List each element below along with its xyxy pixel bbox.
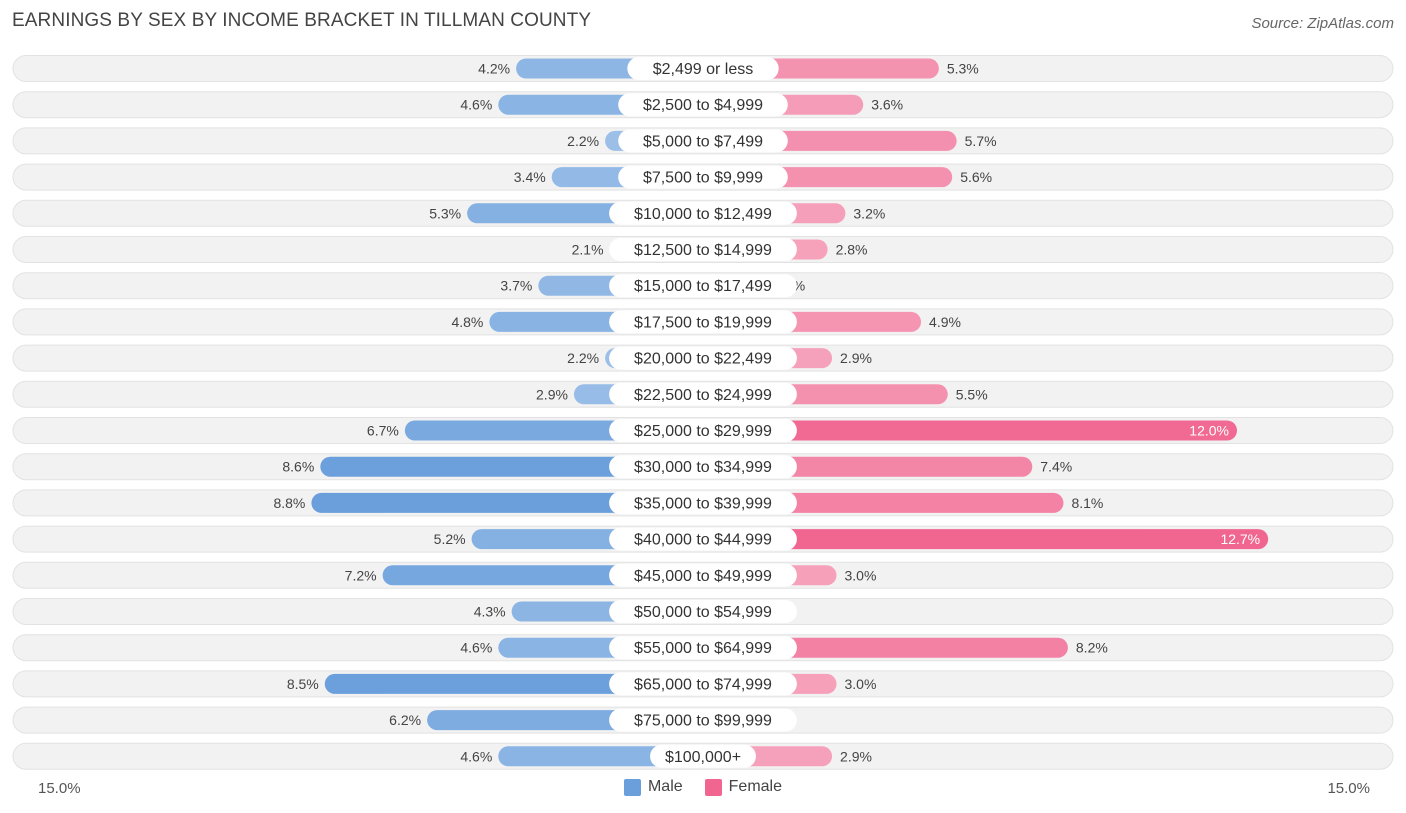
category-pill	[609, 419, 797, 442]
female-value-label: 5.3%	[947, 61, 979, 77]
legend-item-male[interactable]: Male	[623, 778, 683, 796]
category-pill	[609, 527, 797, 551]
category-pill	[609, 708, 797, 732]
male-value-label: 2.9%	[536, 386, 568, 402]
category-pill	[618, 165, 788, 189]
male-value-label: 6.2%	[389, 712, 421, 728]
category-label: $20,000 to $22,499	[634, 351, 772, 368]
female-bar	[693, 529, 1269, 550]
category-label: $40,000 to $44,999	[634, 532, 772, 549]
female-value-label: 5.5%	[956, 386, 988, 402]
category-label: $45,000 to $49,999	[634, 568, 772, 585]
male-value-label: 4.6%	[460, 748, 492, 764]
category-label: $2,500 to $4,999	[643, 97, 763, 114]
male-value-label: 2.2%	[567, 133, 599, 149]
category-label: $12,500 to $14,999	[634, 242, 772, 259]
category-label: $5,000 to $7,499	[643, 133, 763, 150]
category-label: $75,000 to $99,999	[634, 713, 772, 730]
female-value-label: 8.1%	[1071, 495, 1103, 511]
male-value-label: 2.1%	[572, 242, 604, 258]
male-value-label: 5.2%	[434, 531, 466, 547]
female-value-label: 7.4%	[1040, 459, 1072, 475]
legend-item-female[interactable]: Female	[704, 778, 783, 796]
legend-swatch-male	[623, 778, 641, 796]
female-value-label: 2.9%	[840, 350, 872, 366]
category-label: $25,000 to $29,999	[634, 423, 772, 440]
male-value-label: 5.3%	[429, 205, 461, 221]
axis-right-label: 15.0%	[1327, 780, 1370, 797]
category-pill	[609, 382, 797, 406]
female-value-label: 4.9%	[929, 314, 961, 330]
category-pill	[609, 346, 797, 370]
category-pill	[609, 201, 797, 225]
female-value-label: 2.9%	[840, 748, 872, 764]
female-value-label: 8.2%	[1076, 640, 1108, 656]
male-value-label: 7.2%	[345, 567, 377, 583]
male-value-label: 3.7%	[500, 278, 532, 294]
category-pill	[609, 600, 797, 623]
male-value-label: 2.2%	[567, 350, 599, 366]
chart-source: Source: ZipAtlas.com	[1251, 15, 1394, 32]
female-value-label: 3.0%	[845, 676, 877, 692]
category-pill	[618, 129, 788, 153]
legend: Male Female	[0, 778, 1406, 796]
female-value-label: 5.7%	[965, 133, 997, 149]
category-label: $35,000 to $39,999	[634, 495, 772, 512]
category-label: $10,000 to $12,499	[634, 206, 772, 223]
male-value-label: 4.2%	[478, 61, 510, 77]
category-pill	[618, 93, 788, 117]
axis-left-label: 15.0%	[38, 780, 81, 797]
category-label: $2,499 or less	[653, 61, 754, 78]
chart-title: EARNINGS BY SEX BY INCOME BRACKET IN TIL…	[12, 10, 592, 31]
category-pill	[609, 238, 797, 261]
male-value-label: 4.8%	[451, 314, 483, 330]
category-pill	[650, 744, 756, 768]
male-value-label: 8.6%	[282, 459, 314, 475]
category-label: $55,000 to $64,999	[634, 640, 772, 657]
category-pill	[627, 57, 779, 80]
category-label: $50,000 to $54,999	[634, 604, 772, 621]
male-value-label: 4.6%	[460, 640, 492, 656]
female-value-label: 12.0%	[1189, 423, 1229, 439]
category-pill	[609, 274, 797, 298]
legend-swatch-female	[704, 778, 722, 796]
female-value-label: 12.7%	[1220, 531, 1260, 547]
legend-label-female: Female	[728, 778, 783, 795]
category-pill	[609, 491, 797, 515]
female-value-label: 5.6%	[960, 169, 992, 185]
female-bar	[693, 420, 1237, 441]
category-pill	[609, 563, 797, 587]
male-value-label: 6.7%	[367, 423, 399, 439]
category-label: $7,500 to $9,999	[643, 170, 763, 187]
male-value-label: 4.3%	[474, 604, 506, 620]
legend-label-male: Male	[647, 778, 683, 795]
male-value-label: 4.6%	[460, 97, 492, 113]
female-value-label: 3.2%	[853, 205, 885, 221]
category-label: $65,000 to $74,999	[634, 676, 772, 693]
female-value-label: 3.6%	[871, 97, 903, 113]
category-label: $100,000+	[665, 749, 741, 766]
category-label: $17,500 to $19,999	[634, 314, 772, 331]
female-value-label: 2.8%	[836, 242, 868, 258]
male-value-label: 8.5%	[287, 676, 319, 692]
category-pill	[609, 636, 797, 660]
category-pill	[609, 455, 797, 479]
category-label: $22,500 to $24,999	[634, 387, 772, 404]
male-value-label: 3.4%	[514, 169, 546, 185]
category-pill	[609, 672, 797, 696]
male-value-label: 8.8%	[273, 495, 305, 511]
category-label: $15,000 to $17,499	[634, 278, 772, 295]
category-pill	[609, 310, 797, 334]
category-label: $30,000 to $34,999	[634, 459, 772, 476]
female-value-label: 3.0%	[845, 567, 877, 583]
